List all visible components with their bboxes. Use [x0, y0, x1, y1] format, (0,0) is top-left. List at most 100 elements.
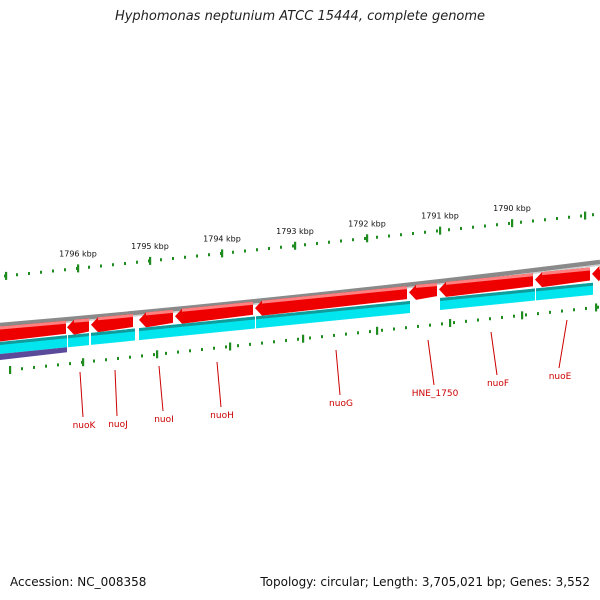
scale-dot	[184, 255, 186, 259]
scale-dot	[136, 260, 138, 264]
scale-label: 1792 kbp	[348, 219, 386, 228]
scale-dot	[388, 234, 390, 238]
scale-dot	[568, 215, 570, 219]
gene-label-leader	[158, 365, 164, 412]
scale-dot	[561, 309, 563, 313]
scale-dot	[393, 327, 395, 331]
scale-dot	[453, 321, 455, 325]
scale-dot	[544, 218, 546, 222]
scale-dot	[501, 315, 503, 319]
gene-arrow	[255, 286, 407, 316]
scale-dot	[153, 353, 155, 357]
scale-label: 1794 kbp	[203, 234, 241, 243]
scale-dot	[201, 347, 203, 351]
purple-segment	[0, 347, 67, 360]
scale-dot	[208, 253, 210, 257]
scale-major-tick	[595, 303, 598, 312]
scale-dot	[225, 345, 227, 349]
gene-arrow-highlight	[0, 320, 66, 330]
cds-segment-edge	[256, 301, 410, 320]
scale-major-tick	[439, 226, 442, 235]
scale-dot	[285, 339, 287, 343]
scale-dot	[412, 231, 414, 235]
scale-dot	[340, 239, 342, 243]
scale-dot	[328, 240, 330, 244]
cds-segment-edge	[139, 316, 255, 332]
scale-dot	[64, 268, 66, 272]
scale-major-tick	[366, 234, 369, 243]
scale-label: 1790 kbp	[493, 204, 531, 213]
gene-label-nuoe: nuoE	[549, 372, 572, 382]
gene-label-nuog: nuoG	[329, 399, 353, 409]
scale-dot	[352, 238, 354, 242]
scale-major-tick	[376, 326, 379, 335]
scale-dot	[405, 326, 407, 330]
scale-label: 1791 kbp	[421, 212, 459, 221]
scale-dot	[537, 312, 539, 316]
scale-dot	[237, 344, 239, 348]
scale-dot	[117, 356, 119, 360]
scale-dot	[52, 269, 54, 273]
scale-dot	[280, 245, 282, 249]
scale-dot	[592, 213, 594, 217]
gene-label-leader	[114, 369, 118, 417]
scale-major-tick	[82, 358, 85, 367]
map-title: Hyphomonas neptunium ATCC 15444, complet…	[114, 9, 486, 24]
gene-label-leader	[216, 361, 222, 408]
gene-label-leader	[79, 371, 84, 418]
scale-dot	[189, 349, 191, 353]
scale-dot	[273, 340, 275, 344]
cds-segment-edge	[440, 288, 535, 301]
scale-dot	[129, 355, 131, 359]
gene-label-leader	[558, 319, 568, 369]
scale-dot	[424, 230, 426, 234]
scale-dot	[244, 249, 246, 253]
scale-major-tick	[521, 311, 524, 320]
gene-label-nuoj: nuoJ	[108, 420, 128, 430]
scale-dot	[436, 229, 438, 233]
scale-dot	[520, 220, 522, 224]
scale-dot	[525, 313, 527, 317]
gene-label-hne_1750: HNE_1750	[412, 389, 459, 399]
scale-major-tick	[229, 342, 232, 351]
scale-dot	[345, 332, 347, 336]
scale-dot	[16, 273, 18, 277]
scale-dot	[45, 364, 47, 368]
scale-dot	[417, 324, 419, 328]
scale-dot	[513, 314, 515, 318]
scale-dot	[304, 243, 306, 247]
scale-major-tick	[221, 249, 224, 258]
gene-arrow	[175, 301, 253, 324]
scale-major-tick	[149, 256, 152, 265]
scale-label: 1796 kbp	[59, 249, 97, 258]
scale-dot	[165, 351, 167, 355]
scale-dot	[321, 335, 323, 339]
scale-dot	[400, 233, 402, 237]
cds-segment	[256, 301, 410, 329]
scale-dot	[57, 363, 59, 367]
scale-dot	[465, 319, 467, 323]
topology-label: Topology: circular; Length: 3,705,021 bp…	[260, 575, 590, 589]
scale-dot	[196, 254, 198, 258]
scale-dot	[292, 244, 294, 248]
scale-dot	[441, 322, 443, 326]
scale-dot	[256, 248, 258, 252]
scale-dot	[172, 256, 174, 260]
cds-segment-edge	[68, 333, 89, 339]
scale-dot	[316, 241, 318, 245]
cds-segment-edge	[91, 328, 135, 336]
scale-dot	[585, 306, 587, 310]
gene-arrow-highlight	[74, 318, 89, 323]
scale-dot	[489, 317, 491, 321]
scale-dot	[556, 216, 558, 220]
gene-label-leader	[427, 339, 435, 386]
scale-dot	[141, 354, 143, 358]
scale-dot	[268, 246, 270, 250]
scale-dot	[549, 310, 551, 314]
scale-dot	[484, 224, 486, 228]
scale-dot	[40, 270, 42, 274]
scale-dot	[124, 261, 126, 265]
scale-major-tick	[9, 366, 12, 374]
scale-dot	[105, 358, 107, 362]
